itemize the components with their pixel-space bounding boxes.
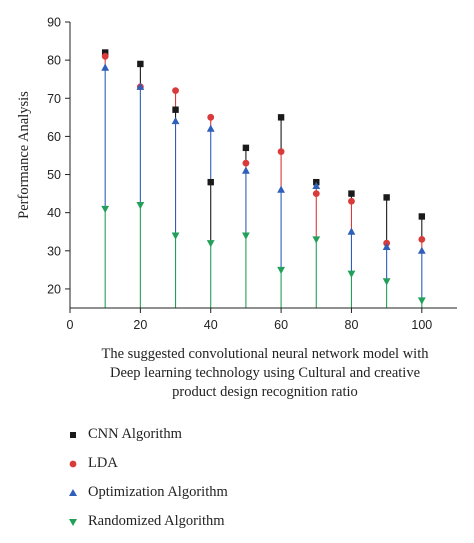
randomized-point [242, 232, 250, 240]
randomized-point [312, 236, 321, 244]
x-tick-label: 20 [133, 318, 147, 332]
cnn-point [242, 144, 250, 152]
legend-label-randomized: Randomized Algorithm [88, 513, 225, 529]
randomized-point [171, 232, 180, 240]
y-axis-title: Performance Analysis [16, 91, 32, 219]
optimization-point [136, 82, 145, 90]
cnn-point [383, 194, 390, 201]
lda-point [172, 87, 179, 95]
optimization-point [206, 124, 215, 132]
chart-plot: 0 20 40 60 80 100 20 30 40 50 60 70 80 90 Performance… [16, 16, 457, 332]
cnn-point [277, 114, 285, 121]
randomized-point [136, 202, 145, 210]
lda-point [418, 235, 426, 243]
optimization-point [382, 242, 391, 250]
x-axis-title: The suggested convolutional neural netwo… [70, 345, 460, 402]
legend-item-optimization: Optimization Algorithm [62, 478, 228, 507]
optimization-point [171, 116, 180, 125]
randomized-point [347, 270, 356, 278]
legend-item-randomized: Randomized Algorithm [62, 507, 228, 536]
x-tick-label: 40 [204, 318, 218, 332]
lda-point [207, 113, 215, 121]
y-tick-label: 80 [47, 54, 61, 68]
legend-item-cnn: CNN Algorithm [62, 420, 228, 449]
randomized-point [382, 278, 391, 286]
randomized-point [101, 205, 110, 214]
y-tick-label: 60 [47, 130, 61, 144]
x-tick-label: 80 [345, 318, 359, 332]
lda-point [242, 159, 250, 167]
lda-point [101, 52, 109, 60]
x-axis-title-line-2: Deep learning technology using Cultural … [109, 365, 421, 381]
cnn-point [137, 60, 144, 68]
plot-area: 0 20 40 60 80 100 20 30 40 50 60 70 80 90 [47, 16, 457, 332]
lda-point [277, 148, 285, 156]
legend-label-cnn: CNN Algorithm [88, 426, 182, 442]
legend-triangle-up-marker-icon [69, 488, 77, 496]
cnn-point [418, 213, 426, 220]
x-axis-title-line-1: The suggested convolutional neural netwo… [101, 346, 429, 362]
optimization-point [312, 181, 321, 189]
legend: CNN Algorithm LDA Optimization Algorithm… [62, 420, 228, 536]
randomized-point [206, 240, 215, 248]
optimization-point [347, 227, 356, 235]
x-tick-label: 0 [67, 318, 74, 332]
cnn-point [207, 178, 214, 186]
optimization-point [101, 63, 110, 71]
legend-triangle-down-marker-icon [69, 518, 77, 526]
x-tick-label: 100 [411, 318, 432, 332]
legend-square-marker-icon [70, 431, 76, 438]
optimization-point [242, 166, 250, 174]
cnn-point [348, 190, 355, 197]
y-tick-label: 70 [47, 92, 61, 106]
y-tick-label: 30 [47, 244, 61, 258]
legend-label-lda: LDA [88, 455, 118, 471]
lda-point [312, 190, 320, 198]
y-tick-label: 50 [47, 168, 61, 182]
y-tick-label: 90 [47, 16, 61, 30]
y-tick-label: 40 [47, 206, 61, 220]
x-tick-label: 60 [274, 318, 288, 332]
legend-label-optimization: Optimization Algorithm [88, 484, 228, 500]
optimization-point [277, 185, 285, 193]
legend-item-lda: LDA [62, 449, 228, 478]
randomized-point [417, 297, 426, 305]
y-tick-label: 20 [47, 282, 61, 296]
optimization-point [417, 246, 426, 254]
x-axis-title-line-3: product design recognition ratio [172, 384, 358, 400]
legend-circle-marker-icon [69, 460, 77, 467]
cnn-point [101, 49, 109, 56]
lda-point [348, 197, 355, 205]
cnn-point [172, 106, 179, 113]
randomized-point [277, 266, 285, 275]
